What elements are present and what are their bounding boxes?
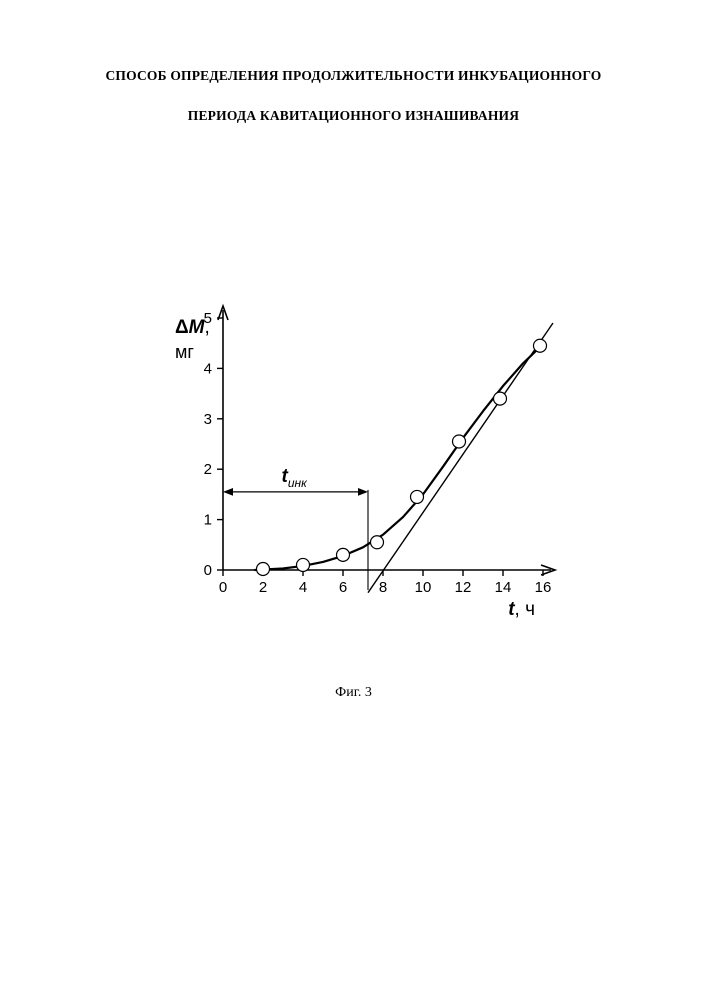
y-tick-label: 4	[204, 360, 212, 377]
t-ink-label: tинк	[282, 466, 309, 490]
y-tick-label: 0	[204, 562, 212, 579]
x-tick-label: 10	[415, 579, 432, 596]
x-tick-label: 16	[535, 579, 552, 596]
fit-curve	[255, 344, 543, 570]
data-point	[337, 548, 350, 561]
x-tick-label: 0	[219, 579, 227, 596]
y-axis-label-unit: мг	[175, 342, 194, 362]
chart-svg: 0246810121416012345ΔM,мгt, чtинк	[145, 300, 565, 630]
data-point	[257, 562, 270, 575]
data-point	[453, 435, 466, 448]
t-ink-arrow-left	[223, 488, 233, 496]
x-tick-label: 14	[495, 579, 512, 596]
y-tick-label: 1	[204, 512, 212, 529]
data-point	[371, 536, 384, 549]
y-tick-label: 2	[204, 461, 212, 478]
data-point	[297, 558, 310, 571]
data-point	[534, 339, 547, 352]
chart-container: 0246810121416012345ΔM,мгt, чtинк	[145, 300, 565, 630]
x-tick-label: 8	[379, 579, 387, 596]
figure-caption: Фиг. 3	[0, 685, 707, 701]
y-axis-label-var: ΔM,	[175, 317, 210, 338]
x-tick-label: 2	[259, 579, 267, 596]
data-point	[411, 490, 424, 503]
title-line-1: СПОСОБ ОПРЕДЕЛЕНИЯ ПРОДОЛЖИТЕЛЬНОСТИ ИНК…	[0, 68, 707, 84]
x-axis-label: t, ч	[508, 599, 535, 620]
x-tick-label: 6	[339, 579, 347, 596]
t-ink-arrow-right	[358, 488, 368, 496]
y-tick-label: 3	[204, 411, 212, 428]
data-point	[494, 392, 507, 405]
x-tick-label: 4	[299, 579, 307, 596]
x-tick-label: 12	[455, 579, 472, 596]
title-line-2: ПЕРИОДА КАВИТАЦИОННОГО ИЗНАШИВАНИЯ	[0, 108, 707, 124]
tangent-line	[368, 323, 553, 593]
page: СПОСОБ ОПРЕДЕЛЕНИЯ ПРОДОЛЖИТЕЛЬНОСТИ ИНК…	[0, 0, 707, 1000]
